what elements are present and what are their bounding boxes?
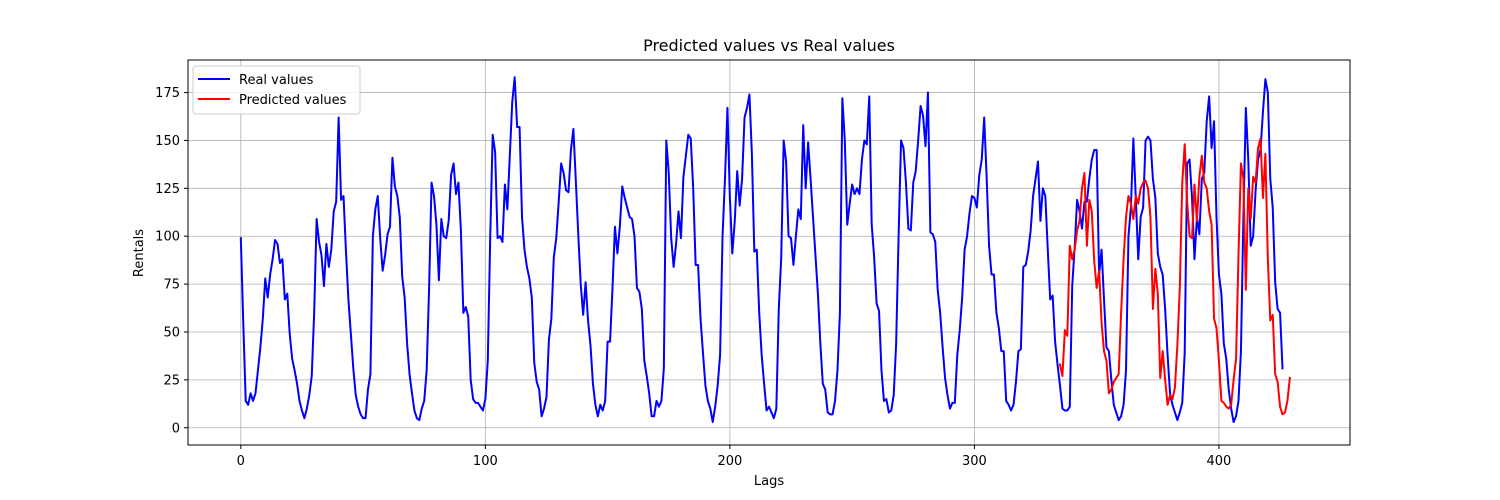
y-tick-label: 50 <box>163 325 180 340</box>
x-tick-label: 400 <box>1207 454 1232 469</box>
series-line-real-values <box>239 76 1284 424</box>
x-tick-label: 0 <box>237 454 245 469</box>
y-tick-label: 175 <box>155 86 180 101</box>
x-tick-label: 100 <box>473 454 498 469</box>
x-axis-label: Lags <box>754 474 784 489</box>
axis-ticks: 0 100 200 300 400 0 25 50 75 100 125 150 175 <box>155 86 1231 469</box>
plot-frame <box>187 59 1351 446</box>
plot-area <box>239 76 1291 424</box>
x-tick-label: 300 <box>962 454 987 469</box>
legend: Real values Predicted values <box>192 65 361 115</box>
series-line-predicted-values <box>1058 137 1291 416</box>
legend-label-real-values: Real values <box>239 73 314 88</box>
y-tick-label: 100 <box>155 230 180 245</box>
y-tick-label: 25 <box>163 373 180 388</box>
y-tick-label: 125 <box>155 182 180 197</box>
chart-title: Predicted values vs Real values <box>643 36 895 55</box>
legend-box <box>192 65 361 115</box>
y-tick-label: 150 <box>155 134 180 149</box>
x-tick-label: 200 <box>717 454 742 469</box>
legend-label-predicted-values: Predicted values <box>239 93 347 108</box>
y-tick-label: 0 <box>172 421 180 436</box>
y-tick-label: 75 <box>163 278 180 293</box>
y-axis-label: Rentals <box>132 229 147 277</box>
